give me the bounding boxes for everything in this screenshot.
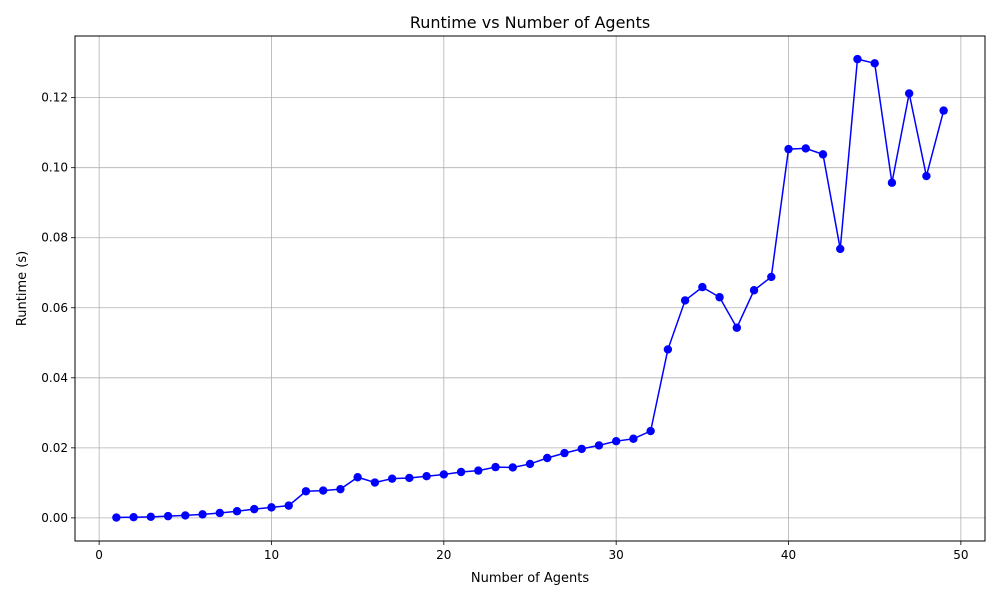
data-point: [749, 286, 759, 295]
data-point: [456, 467, 466, 477]
x-axis: 0 10 20 30 40 50: [95, 541, 969, 562]
data-point: [491, 462, 500, 472]
data-point: [405, 473, 414, 483]
data-point: [422, 472, 431, 481]
y-tick-label: 0.02: [41, 441, 68, 455]
series-line: [116, 58, 945, 519]
data-point: [336, 484, 345, 494]
x-tick-label: 30: [609, 548, 624, 562]
grid: [75, 36, 985, 541]
x-tick-label: 0: [95, 548, 103, 562]
data-point: [594, 441, 604, 450]
data-point: [353, 473, 362, 482]
data-point: [250, 504, 259, 514]
data-point: [508, 463, 517, 472]
data-point: [267, 503, 276, 512]
y-tick-label: 0.04: [41, 371, 68, 385]
plot-frame: [74, 35, 986, 542]
data-point: [922, 171, 931, 181]
series-layer: [112, 54, 948, 522]
data-point: [232, 507, 242, 516]
y-axis-label: Runtime (s): [15, 251, 30, 326]
data-point: [215, 508, 224, 518]
data-point: [870, 59, 879, 68]
data-point: [611, 436, 621, 446]
y-tick-label: 0.06: [41, 301, 68, 315]
data-point: [646, 426, 655, 436]
data-point: [698, 282, 707, 292]
data-point: [784, 144, 793, 154]
data-point: [732, 323, 742, 332]
data-point: [284, 501, 293, 510]
data-point: [560, 448, 569, 458]
y-tick-label: 0.08: [41, 231, 68, 245]
data-point: [663, 345, 673, 354]
data-point: [370, 478, 380, 487]
data-point: [801, 144, 810, 153]
y-axis: 0.00 0.02 0.04 0.06 0.08 0.10 0.12: [41, 91, 75, 525]
data-point: [629, 434, 638, 443]
data-point: [836, 244, 845, 254]
y-tick-label: 0.10: [41, 161, 68, 175]
data-point: [887, 178, 897, 187]
data-point: [112, 513, 121, 522]
y-tick-label: 0.12: [41, 91, 68, 105]
data-point: [715, 293, 724, 302]
y-tick-label: 0.00: [41, 511, 68, 525]
data-point: [163, 511, 173, 521]
x-tick-label: 20: [436, 548, 451, 562]
data-point: [939, 106, 948, 115]
data-point: [146, 512, 156, 522]
data-point: [853, 54, 862, 64]
x-tick-label: 40: [781, 548, 796, 562]
data-point: [387, 474, 397, 483]
data-point: [680, 296, 690, 305]
data-point: [525, 459, 535, 469]
data-point: [439, 470, 449, 479]
data-point: [181, 511, 190, 520]
data-point: [129, 512, 138, 522]
data-point: [818, 150, 828, 159]
chart-title: Runtime vs Number of Agents: [410, 13, 650, 32]
x-tick-label: 50: [953, 548, 968, 562]
data-point: [904, 89, 914, 98]
x-axis-label: Number of Agents: [471, 571, 589, 586]
data-point: [198, 510, 207, 519]
data-point: [301, 487, 311, 496]
x-tick-label: 10: [264, 548, 279, 562]
data-point: [543, 453, 552, 463]
data-point: [767, 272, 776, 282]
data-point: [474, 466, 483, 475]
data-point: [318, 486, 328, 495]
data-point: [577, 444, 586, 454]
